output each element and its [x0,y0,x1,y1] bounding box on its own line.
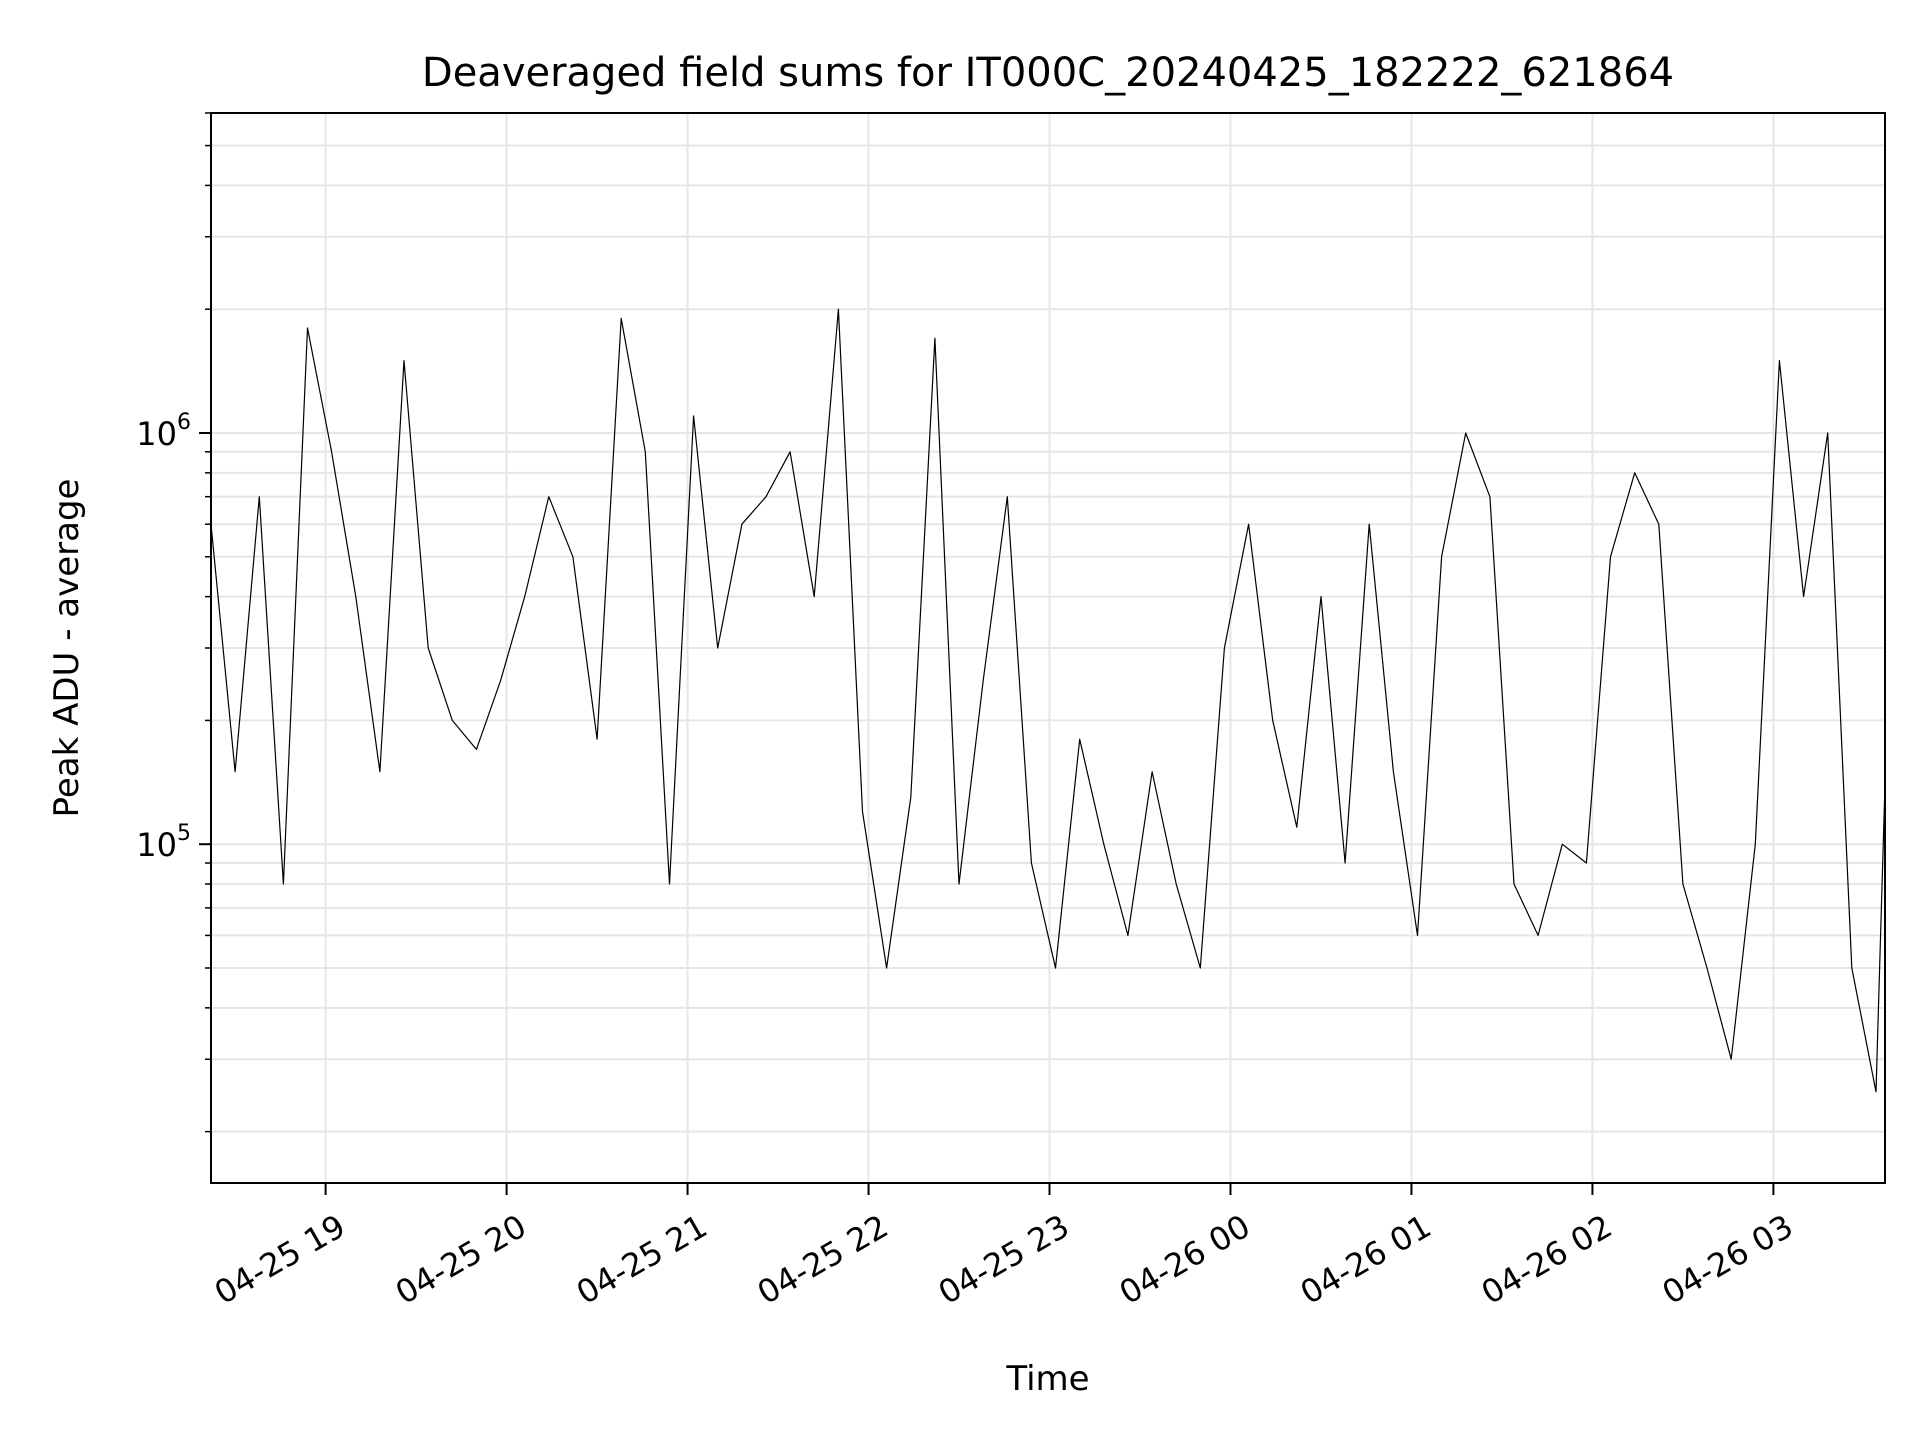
x-tick-label: 04-26 02 [1475,1207,1619,1312]
x-tick-label: 04-26 01 [1294,1207,1438,1312]
chart-title: Deaveraged field sums for IT000C_2024042… [422,50,1674,96]
x-axis-label: Time [1005,1359,1089,1399]
y-axis-label: Peak ADU - average [47,479,87,818]
x-tick-label: 04-25 22 [751,1207,895,1312]
series-line [210,308,1886,1093]
y-tick-label: 105 [136,821,191,864]
x-axis: 04-25 19 04-25 20 04-25 21 04-25 22 04-25 23… [208,1183,1799,1312]
x-tick-label: 04-26 03 [1656,1207,1800,1312]
x-tick-label: 04-25 19 [208,1207,352,1312]
grid [211,112,1885,1183]
y-axis: 105 106 [136,112,211,1133]
x-tick-label: 04-25 20 [389,1207,533,1312]
x-tick-label: 04-25 23 [932,1207,1076,1312]
x-tick-label: 04-26 00 [1113,1207,1257,1312]
x-tick-label: 04-25 21 [570,1207,714,1312]
y-tick-label: 106 [136,410,191,453]
